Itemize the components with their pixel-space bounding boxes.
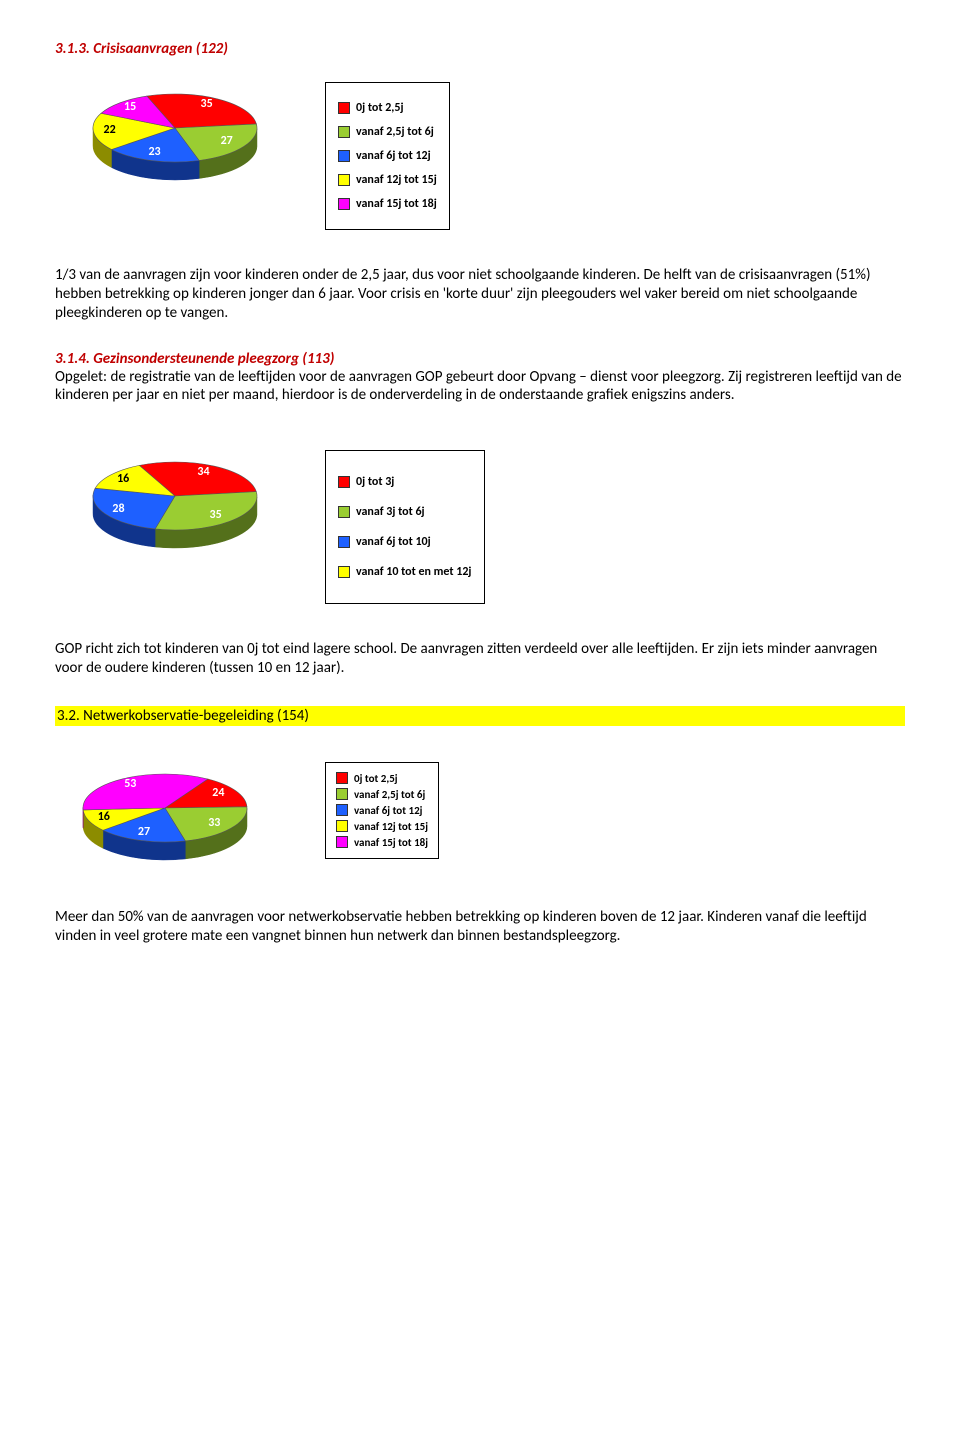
legend-item: vanaf 2,5j tot 6j [338, 125, 437, 139]
legend-label: 0j tot 2,5j [354, 772, 398, 785]
legend-item: vanaf 10 tot en met 12j [338, 565, 472, 579]
heading-32: 3.2. Netwerkobservatie-begeleiding (154) [55, 706, 905, 726]
legend-item: 0j tot 3j [338, 475, 472, 489]
heading-314: 3.1.4. Gezinsondersteunende pleegzorg (1… [55, 350, 334, 368]
pie-chart-gop: 34 35 28 16 [55, 450, 295, 565]
legend-item: vanaf 6j tot 10j [338, 535, 472, 549]
legend-item: vanaf 6j tot 12j [336, 804, 428, 817]
block-314: 3.1.4. Gezinsondersteunende pleegzorg (1… [55, 350, 905, 404]
pie-slice-value: 53 [124, 777, 136, 791]
pie-slice-value: 15 [124, 100, 136, 114]
legend-swatch [336, 772, 348, 784]
legend-swatch [338, 150, 350, 162]
legend-item: vanaf 15j tot 18j [338, 197, 437, 211]
pie-slice-value: 34 [197, 465, 209, 479]
legend-label: vanaf 6j tot 10j [356, 535, 431, 549]
pie-slice-value: 16 [117, 472, 129, 486]
pie-chart-crisisaanvragen: 35 27 23 22 15 [55, 82, 295, 197]
pie-chart-netwerk: 24 33 27 16 53 [55, 762, 275, 872]
pie-slice-value: 16 [98, 810, 110, 824]
pie-slice-value: 35 [201, 97, 213, 111]
paragraph-313: 1/3 van de aanvragen zijn voor kinderen … [55, 266, 905, 322]
legend-swatch [336, 820, 348, 832]
legend-label: vanaf 2,5j tot 6j [354, 788, 425, 801]
legend-item: 0j tot 2,5j [336, 772, 428, 785]
legend-swatch [336, 804, 348, 816]
legend-swatch [336, 788, 348, 800]
legend-swatch [338, 174, 350, 186]
legend-label: 0j tot 3j [356, 475, 394, 489]
legend-label: vanaf 12j tot 15j [356, 173, 437, 187]
paragraph-32: Meer dan 50% van de aanvragen voor netwe… [55, 908, 905, 946]
legend-crisisaanvragen: 0j tot 2,5j vanaf 2,5j tot 6j vanaf 6j tot… [325, 82, 450, 230]
pie-slice-value: 28 [112, 502, 124, 516]
legend-item: vanaf 12j tot 15j [336, 820, 428, 833]
legend-item: vanaf 6j tot 12j [338, 149, 437, 163]
legend-label: vanaf 15j tot 18j [356, 197, 437, 211]
legend-swatch [338, 566, 350, 578]
legend-label: vanaf 12j tot 15j [354, 820, 428, 833]
chart-row-1: 35 27 23 22 15 0j tot 2,5j vanaf 2,5j tot 6j v… [55, 82, 905, 230]
legend-item: 0j tot 2,5j [338, 101, 437, 115]
legend-item: vanaf 15j tot 18j [336, 836, 428, 849]
legend-swatch [338, 102, 350, 114]
legend-label: vanaf 10 tot en met 12j [356, 565, 472, 579]
pie-slice-value: 24 [212, 786, 224, 800]
text-313: 1/3 van de aanvragen zijn voor kinderen … [55, 266, 905, 322]
text-32: Meer dan 50% van de aanvragen voor netwe… [55, 908, 905, 946]
pie-slice-value: 23 [148, 145, 160, 159]
legend-label: vanaf 15j tot 18j [354, 836, 428, 849]
legend-label: vanaf 6j tot 12j [354, 804, 422, 817]
legend-item: vanaf 3j tot 6j [338, 505, 472, 519]
pie-slice-value: 27 [221, 134, 233, 148]
paragraph-314: GOP richt zich tot kinderen van 0j tot e… [55, 640, 905, 678]
legend-label: vanaf 6j tot 12j [356, 149, 431, 163]
chart-row-3: 24 33 27 16 53 0j tot 2,5j vanaf 2,5j tot 6j v… [55, 762, 905, 872]
legend-netwerk: 0j tot 2,5j vanaf 2,5j tot 6j vanaf 6j tot… [325, 762, 439, 859]
legend-label: 0j tot 2,5j [356, 101, 404, 115]
legend-swatch [338, 198, 350, 210]
legend-item: vanaf 2,5j tot 6j [336, 788, 428, 801]
legend-swatch [338, 506, 350, 518]
legend-label: vanaf 2,5j tot 6j [356, 125, 434, 139]
heading-313: 3.1.3. Crisisaanvragen (122) [55, 40, 905, 58]
intro-314: Opgelet: de registratie van de leeftijde… [55, 368, 902, 404]
pie-slice-value: 33 [208, 816, 220, 830]
legend-gop: 0j tot 3j vanaf 3j tot 6j vanaf 6j tot 10j… [325, 450, 485, 604]
legend-item: vanaf 12j tot 15j [338, 173, 437, 187]
legend-swatch [338, 476, 350, 488]
chart-row-2: 34 35 28 16 0j tot 3j vanaf 3j tot 6j vanaf 6… [55, 450, 905, 604]
pie-slice-value: 22 [103, 123, 115, 137]
legend-swatch [338, 536, 350, 548]
legend-swatch [336, 836, 348, 848]
legend-swatch [338, 126, 350, 138]
text-314: GOP richt zich tot kinderen van 0j tot e… [55, 640, 905, 678]
pie-slice-value: 35 [210, 508, 222, 522]
legend-label: vanaf 3j tot 6j [356, 505, 425, 519]
pie-slice-value: 27 [138, 825, 150, 839]
